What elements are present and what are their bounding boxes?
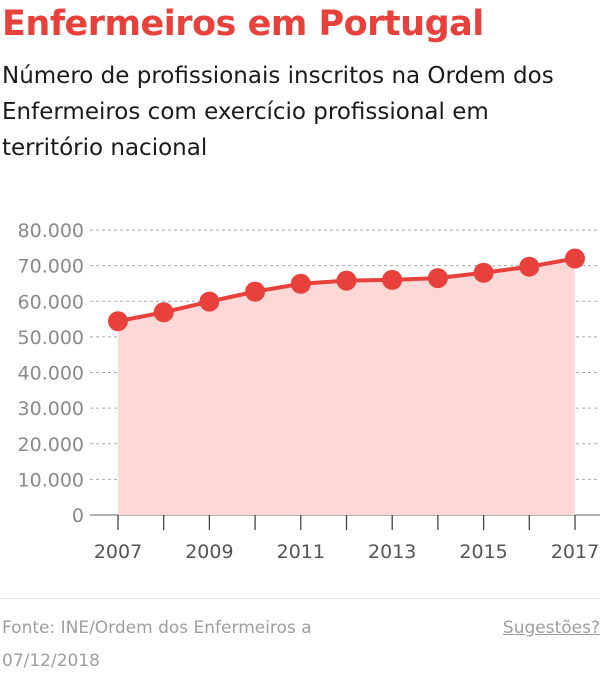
- data-point: [153, 302, 174, 323]
- y-tick-label: 0: [72, 505, 84, 527]
- x-tick-label: 2017: [551, 541, 599, 563]
- data-point: [427, 268, 448, 289]
- area-fill: [118, 258, 575, 515]
- y-tick-label: 30.000: [18, 398, 84, 420]
- x-tick-label: 2013: [368, 541, 416, 563]
- data-point: [565, 248, 585, 269]
- x-tick-label: 2007: [94, 541, 142, 563]
- area-fill-layer: [118, 258, 575, 515]
- x-axis: 2007 2009 2011 2013 2015 2017: [94, 515, 599, 563]
- y-tick-label: 70.000: [18, 256, 84, 278]
- y-axis: 0 10.000 20.000 30.000 40.000 50.000 60.000 70.…: [18, 220, 84, 527]
- data-point: [245, 281, 266, 302]
- x-tick-label: 2009: [185, 541, 233, 563]
- x-tick-label: 2011: [277, 541, 325, 563]
- footer-divider: [0, 598, 600, 599]
- y-tick-label: 60.000: [18, 291, 84, 313]
- y-tick-label: 80.000: [18, 220, 84, 242]
- data-point: [473, 262, 494, 283]
- data-point: [108, 311, 128, 332]
- chart-subtitle: Número de profissionais inscritos na Ord…: [2, 63, 554, 161]
- source-note: Fonte: INE/Ordem dos Enfermeiros a 07/12…: [2, 618, 312, 671]
- y-tick-label: 50.000: [18, 327, 84, 349]
- x-tick-label: 2015: [459, 541, 507, 563]
- y-tick-label: 20.000: [18, 434, 84, 456]
- data-point: [290, 273, 311, 294]
- y-tick-label: 10.000: [18, 469, 84, 491]
- chart-title: Enfermeiros em Portugal: [2, 4, 484, 44]
- data-points: [108, 248, 585, 332]
- suggestions-link[interactable]: Sugestões?: [502, 618, 600, 638]
- y-tick-label: 40.000: [18, 363, 84, 385]
- data-point: [199, 291, 220, 312]
- data-point: [382, 269, 403, 290]
- data-point: [519, 256, 540, 277]
- area-chart: 0 10.000 20.000 30.000 40.000 50.000 60.000 70.…: [18, 220, 600, 563]
- data-point: [336, 270, 357, 291]
